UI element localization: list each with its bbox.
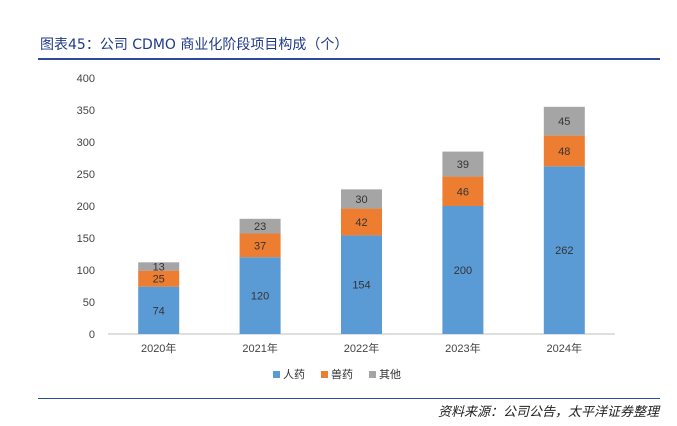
- bar-segment: [341, 208, 382, 236]
- y-tick-label: 200: [77, 201, 95, 213]
- data-label: 13: [153, 261, 165, 273]
- data-label: 23: [254, 221, 266, 233]
- bar-segment: [138, 262, 180, 271]
- legend-label: 人药: [283, 368, 305, 381]
- legend-swatch: [369, 371, 376, 378]
- y-tick-label: 300: [77, 137, 95, 149]
- bar-segment: [239, 257, 281, 334]
- figure-title: 图表45：公司 CDMO 商业化阶段项目构成（个）: [40, 37, 349, 53]
- bar-segment: [543, 135, 585, 167]
- y-tick-label: 400: [77, 73, 95, 85]
- bar-segment: [543, 166, 585, 334]
- data-label: 39: [457, 159, 469, 171]
- y-tick-label: 50: [83, 297, 95, 309]
- y-tick-label: 150: [77, 233, 95, 245]
- bar-segment: [442, 176, 484, 206]
- footer-rule: [38, 398, 660, 399]
- y-tick-label: 350: [77, 105, 95, 117]
- title-rule: [38, 58, 660, 60]
- legend-label: 兽药: [331, 367, 353, 381]
- data-label: 74: [153, 305, 165, 317]
- data-label: 45: [558, 116, 570, 128]
- bar-segment: [442, 151, 484, 177]
- bar-segment: [239, 218, 281, 234]
- y-tick-label: 250: [77, 169, 95, 181]
- bar-segment: [138, 286, 180, 334]
- data-label: 46: [457, 186, 469, 198]
- bar-segment: [543, 106, 585, 136]
- y-tick-label: 0: [89, 329, 95, 341]
- legend-swatch: [321, 371, 328, 378]
- data-label: 262: [555, 245, 573, 257]
- bar-segment: [341, 189, 382, 209]
- bar-segment: [442, 206, 484, 334]
- x-tick-label: 2024年: [547, 341, 582, 355]
- source-note: 资料来源：公司公告，太平洋证券整理: [437, 405, 659, 420]
- data-label: 30: [355, 194, 367, 206]
- bar-segment: [341, 235, 382, 334]
- data-label: 120: [251, 291, 269, 303]
- x-tick-label: 2022年: [344, 341, 379, 355]
- data-label: 42: [355, 217, 367, 229]
- y-tick-label: 100: [77, 265, 95, 277]
- data-label: 25: [153, 274, 165, 286]
- data-label: 200: [454, 265, 472, 277]
- x-tick-label: 2021年: [242, 341, 277, 355]
- x-tick-label: 2020年: [141, 341, 176, 355]
- bar-segment: [239, 233, 281, 258]
- x-tick-label: 2023年: [445, 341, 480, 355]
- data-label: 154: [352, 280, 370, 292]
- bar-segment: [138, 270, 180, 287]
- legend-swatch: [273, 371, 280, 378]
- data-label: 37: [254, 240, 266, 252]
- data-label: 48: [558, 146, 570, 158]
- legend-label: 其他: [379, 368, 401, 381]
